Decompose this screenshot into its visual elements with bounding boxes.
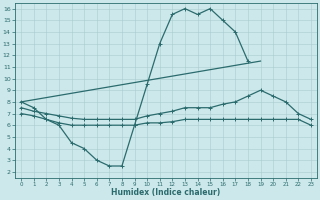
X-axis label: Humidex (Indice chaleur): Humidex (Indice chaleur) <box>111 188 221 197</box>
